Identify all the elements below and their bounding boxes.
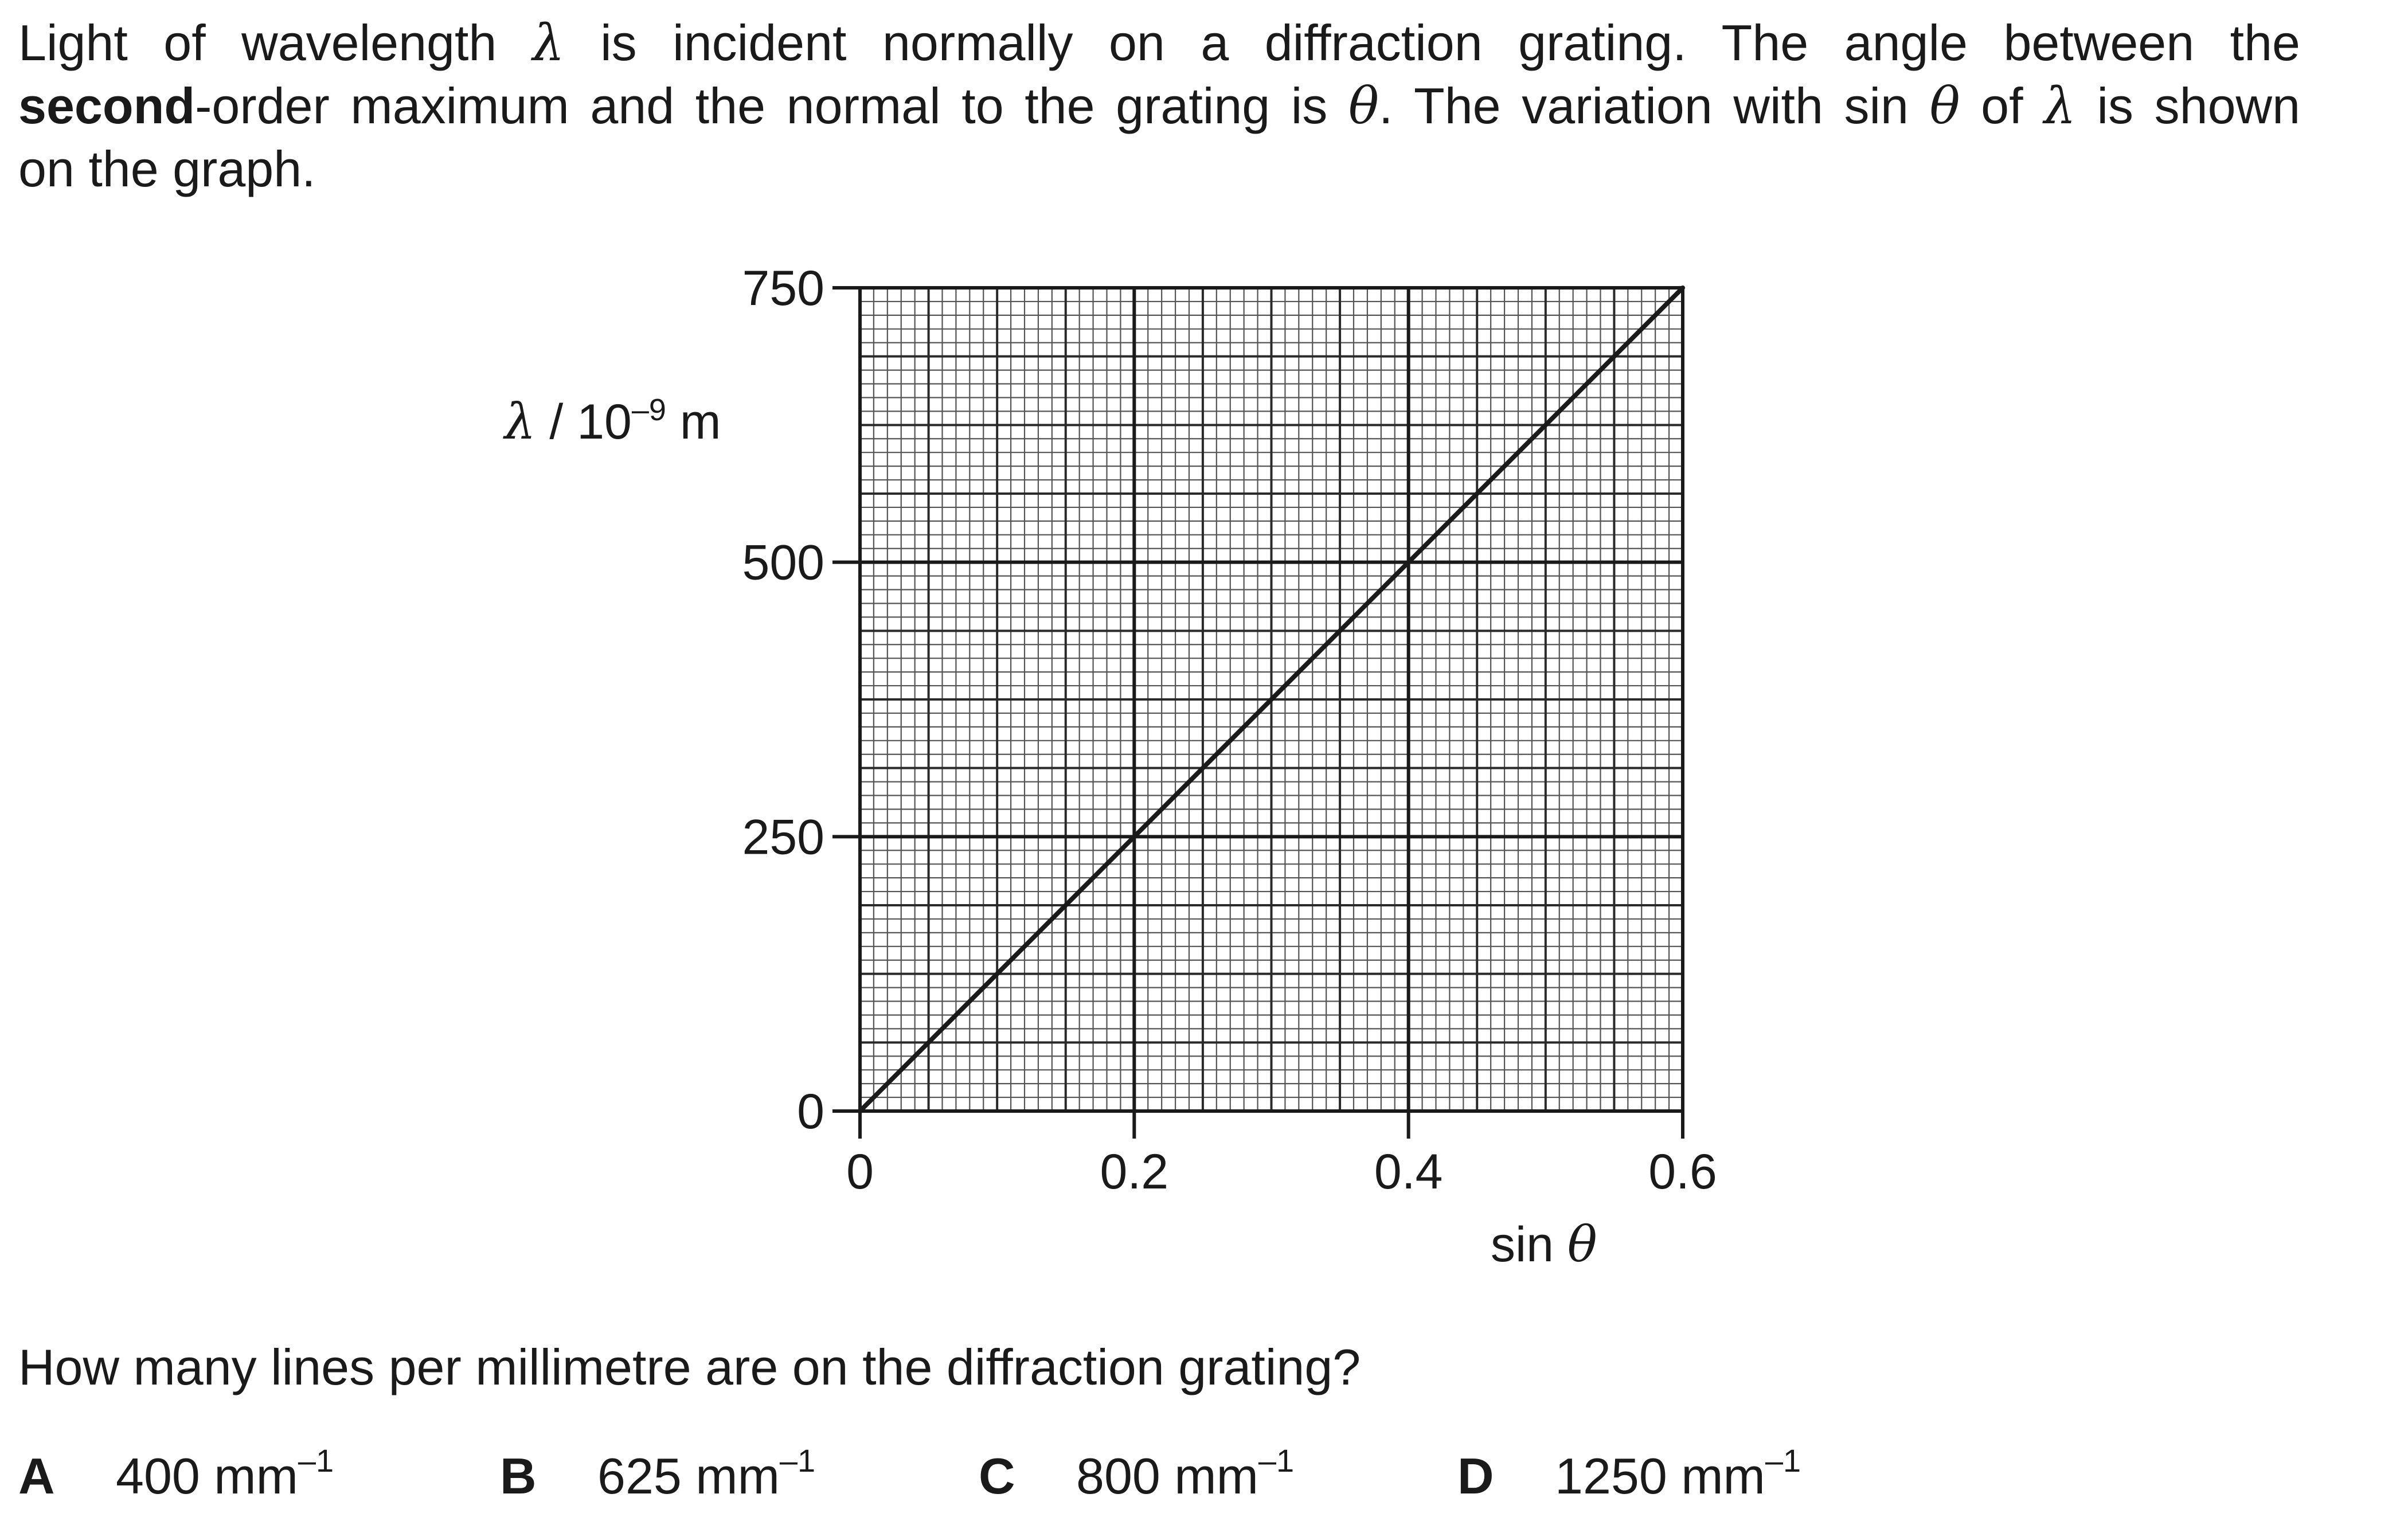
option-unit-exponent: –1: [1765, 1442, 1801, 1479]
option-a[interactable]: A 400 mm–1: [18, 1445, 334, 1508]
option-unit-exponent: –1: [298, 1442, 334, 1479]
option-number: 400: [116, 1448, 200, 1504]
emphasis-second: second: [18, 77, 196, 134]
option-d[interactable]: D 1250 mm–1: [1457, 1445, 1801, 1508]
option-c[interactable]: C 800 mm–1: [979, 1445, 1294, 1508]
option-value: 800 mm–1: [1076, 1445, 1294, 1508]
intro-line-1: Light of wavelength λ is incident normal…: [18, 11, 2300, 75]
lambda-symbol: λ: [532, 13, 565, 72]
option-number: 1250: [1555, 1448, 1667, 1504]
intro-text: is shown: [2075, 77, 2301, 134]
intro-text: . The variation with sin: [1378, 77, 1930, 134]
x-tick-label: 0.4: [1374, 1144, 1443, 1199]
theta-symbol: θ: [1348, 76, 1379, 135]
option-unit-exponent: –1: [779, 1442, 816, 1479]
y-label-unit: m: [666, 394, 721, 449]
y-tick-label: 750: [742, 261, 825, 316]
option-number: 625: [597, 1448, 682, 1504]
theta-symbol: θ: [1929, 76, 1960, 135]
option-unit-exponent: –1: [1258, 1442, 1295, 1479]
option-letter: D: [1457, 1448, 1494, 1504]
intro-line-3: on the graph.: [18, 140, 316, 197]
option-unit: mm–1: [682, 1445, 815, 1505]
x-label-text: sin: [1491, 1217, 1567, 1272]
option-number: 800: [1076, 1448, 1160, 1504]
axes: [832, 286, 1684, 1139]
y-tick-labels: 0 250 500 750: [742, 261, 825, 1139]
option-value: 1250 mm–1: [1555, 1445, 1801, 1508]
lambda-symbol: λ: [2044, 76, 2076, 135]
y-label-text: / 10: [536, 394, 632, 449]
x-tick-label: 0: [846, 1144, 874, 1199]
option-letter: B: [500, 1448, 537, 1504]
option-unit: mm–1: [200, 1445, 334, 1505]
intro-text: -order maximum and the normal to the gra…: [195, 77, 1348, 134]
x-tick-label: 0.6: [1648, 1144, 1717, 1199]
option-unit-text: mm: [214, 1448, 298, 1504]
major-grid: [860, 288, 1683, 1111]
option-value: 400 mm–1: [116, 1445, 334, 1508]
y-tick-label: 500: [742, 535, 825, 591]
question-intro: Light of wavelength λ is incident normal…: [18, 11, 2300, 201]
x-axis-label: sin θ: [1491, 1216, 1597, 1273]
option-letter: C: [979, 1448, 1015, 1504]
wavelength-vs-sin-theta-chart: 0 250 500 750 0 0.2 0.4 0.6 λ / 10–9 m sin θ: [503, 261, 1717, 1273]
question-prompt: How many lines per millimetre are on the…: [18, 1339, 1361, 1395]
option-unit-text: mm: [695, 1448, 780, 1504]
answer-options: A 400 mm–1 B 625 mm–1 C 800 mm–1 D 1250 …: [18, 1445, 2369, 1525]
intro-line-2: second-order maximum and the normal to t…: [18, 75, 2300, 138]
series-line: [858, 286, 1685, 1113]
intro-text: Light of wavelength: [18, 14, 533, 71]
option-unit: mm–1: [1160, 1445, 1294, 1505]
intro-text: is incident normally on a diffraction gr…: [564, 14, 2300, 71]
lambda-symbol: λ: [503, 393, 536, 451]
y-axis-label: λ / 10–9 m: [503, 393, 721, 451]
y-label-exponent: –9: [632, 393, 666, 427]
intro-text: of: [1960, 77, 2045, 134]
y-tick-label: 250: [742, 810, 825, 865]
option-letter: A: [18, 1448, 55, 1504]
series-layer: [858, 286, 1685, 1113]
plot-frame: [858, 286, 1684, 1113]
option-unit: mm–1: [1667, 1445, 1801, 1505]
theta-symbol: θ: [1567, 1216, 1597, 1273]
y-tick-label: 0: [797, 1084, 824, 1139]
x-tick-labels: 0 0.2 0.4 0.6: [846, 1144, 1717, 1199]
option-unit-text: mm: [1681, 1448, 1765, 1504]
option-unit-text: mm: [1174, 1448, 1258, 1504]
x-tick-label: 0.2: [1100, 1144, 1169, 1199]
option-b[interactable]: B 625 mm–1: [500, 1445, 815, 1508]
option-value: 625 mm–1: [597, 1445, 815, 1508]
